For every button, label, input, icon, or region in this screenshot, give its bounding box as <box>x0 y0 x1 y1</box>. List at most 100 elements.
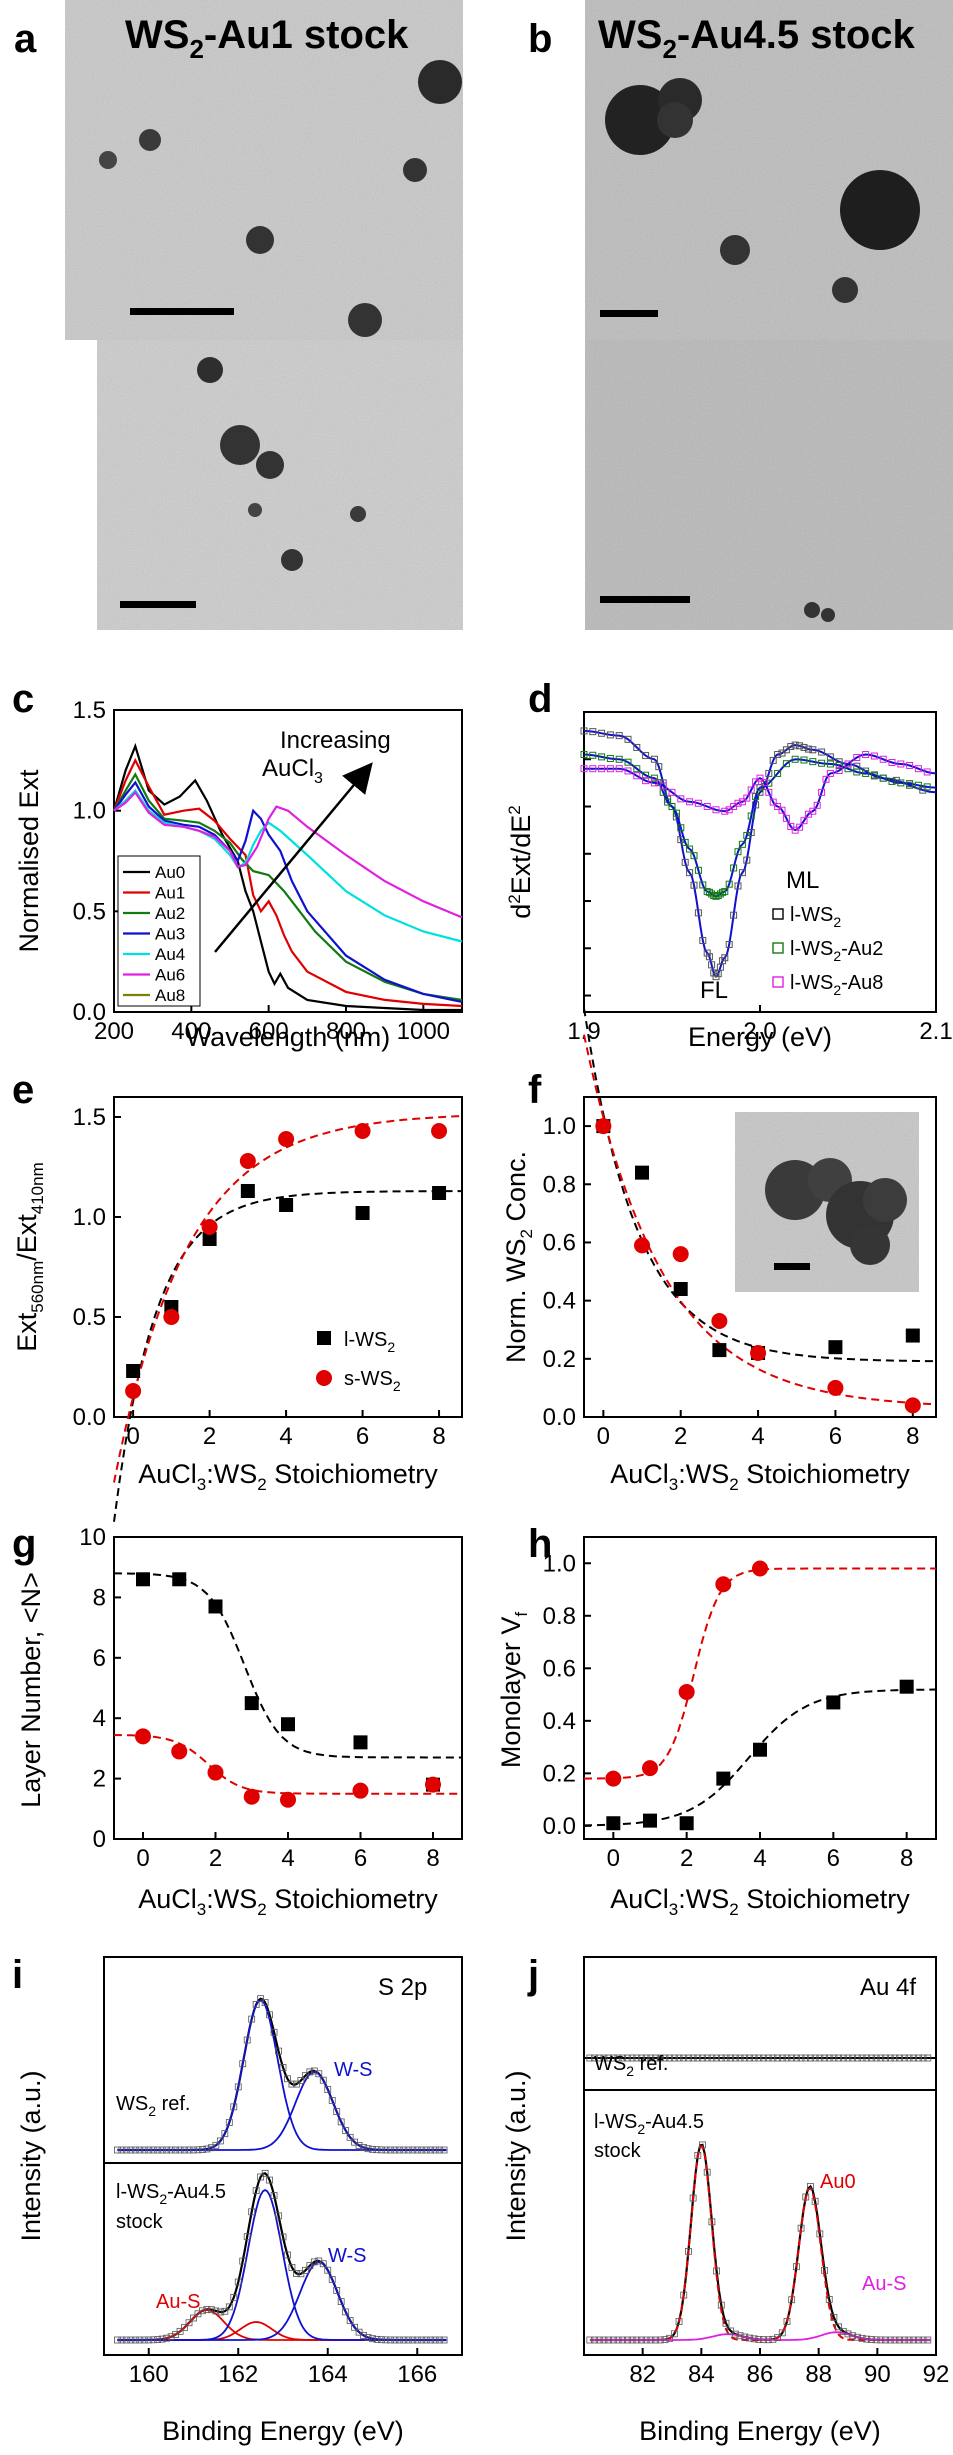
data-point-g-red <box>243 1788 260 1805</box>
data-point-j-bottom <box>717 2301 725 2309</box>
data-point-j-top <box>844 2054 852 2062</box>
data-point-i-bottom <box>190 2314 197 2322</box>
data-point-i-top <box>145 2146 153 2154</box>
data-point-j-bottom <box>591 2336 598 2344</box>
data-point-i-top <box>409 2146 417 2154</box>
data-point-i-bottom <box>216 2308 224 2316</box>
y-tick-label-e: 0.0 <box>73 1404 106 1431</box>
data-point-f-black <box>673 1282 688 1296</box>
x-axis-label-f: AuCl3:WS2 Stoichiometry <box>610 1459 910 1494</box>
data-point-f-black <box>635 1165 650 1180</box>
data-point-j-top <box>605 2054 613 2062</box>
data-point-d-3 <box>633 772 641 780</box>
data-point-i-bottom <box>427 2336 435 2344</box>
x-tick-label-i: 166 <box>397 2361 437 2388</box>
data-point-i-bottom <box>221 2307 229 2315</box>
x-tick-label-e: 4 <box>279 1423 292 1450</box>
data-point-i-top <box>391 2146 399 2154</box>
data-point-d-2 <box>791 755 799 763</box>
plot-frame-c <box>113 709 463 1013</box>
data-point-j-top <box>619 2054 627 2062</box>
data-point-j-bottom <box>839 2327 847 2335</box>
plot-area-f: 0 2 4 6 8 0.0 0.2 0.4 0.6 0.8 1.0 <box>543 1008 937 1450</box>
data-point-d-3 <box>769 798 777 806</box>
data-point-i-top <box>382 2146 390 2154</box>
y-tick-label-h: 0.8 <box>543 1603 576 1630</box>
legend-label-Au6: Au6 <box>155 966 185 985</box>
panel-letter-c: c <box>12 677 34 721</box>
data-point-d-2 <box>699 881 707 889</box>
data-point-d-2 <box>686 845 694 853</box>
data-point-i-top <box>163 2146 171 2154</box>
y-tick-label-f: 0.2 <box>543 1346 576 1373</box>
legend-label-d-3: l-WS2-Au8 <box>790 972 883 998</box>
data-point-j-top <box>769 2054 777 2062</box>
component-au0 <box>589 2145 931 2341</box>
scale-bar <box>600 596 690 603</box>
data-point-j-top <box>835 2054 843 2062</box>
data-point-i-top <box>333 2108 341 2115</box>
data-point-j-top <box>624 2054 631 2062</box>
label-fl: FL <box>700 977 728 1004</box>
data-point-d-2 <box>633 765 641 773</box>
data-point-i-bottom <box>261 2169 269 2177</box>
data-point-j-top <box>915 2054 922 2062</box>
data-point-e-red <box>354 1123 371 1139</box>
y-tick-label-f: 1.0 <box>543 1113 576 1140</box>
x-axis-label-d: Energy (eV) <box>688 1022 832 1052</box>
data-point-j-top <box>656 2054 664 2062</box>
data-point-i-top <box>373 2146 381 2154</box>
data-point-j-bottom <box>792 2263 800 2271</box>
x-tick-label-e: 6 <box>356 1423 369 1450</box>
data-point-j-bottom <box>807 2183 814 2190</box>
data-point-d-1 <box>743 856 751 864</box>
data-point-d-1 <box>725 940 733 948</box>
data-point-i-bottom <box>378 2336 385 2344</box>
data-point-d-2 <box>589 751 597 759</box>
data-point-j-bottom <box>760 2336 767 2344</box>
data-point-i-top <box>261 1999 269 2006</box>
data-point-d-2 <box>710 892 718 900</box>
legend-label-Au0: Au0 <box>155 863 185 882</box>
data-point-i-bottom <box>373 2335 381 2343</box>
data-point-j-bottom <box>886 2336 894 2344</box>
y-axis-label-c: Normalised Ext <box>14 769 44 953</box>
data-point-j-bottom <box>741 2333 749 2341</box>
scale-bar <box>774 1263 810 1270</box>
label-aus-i: Au-S <box>156 2291 200 2313</box>
data-point-j-bottom <box>750 2335 758 2343</box>
data-point-j-top <box>882 2054 889 2062</box>
y-tick-label-g: 6 <box>93 1645 106 1672</box>
data-point-j-bottom <box>853 2333 861 2341</box>
data-point-e-black <box>126 1364 141 1378</box>
x-tick-label-i: 164 <box>308 2361 348 2388</box>
data-point-f-red <box>711 1313 728 1329</box>
data-point-d-3 <box>686 798 694 806</box>
data-point-j-bottom <box>713 2267 720 2275</box>
panel-b: b WS2-Au4.5 stock <box>528 0 953 630</box>
data-point-f-red <box>595 1118 612 1135</box>
data-point-d-3 <box>888 759 896 767</box>
data-point-d-1 <box>730 911 738 919</box>
data-point-i-bottom <box>230 2293 238 2301</box>
data-point-i-top <box>431 2146 439 2154</box>
data-point-j-top <box>868 2054 875 2062</box>
data-point-d-1 <box>721 954 729 962</box>
data-point-d-3 <box>870 752 878 760</box>
data-point-j-bottom <box>774 2334 781 2342</box>
data-point-i-bottom <box>199 2307 206 2315</box>
data-point-i-bottom <box>324 2266 332 2274</box>
data-point-i-bottom <box>306 2262 314 2270</box>
data-point-h-red <box>642 1760 658 1777</box>
data-point-j-top <box>694 2054 702 2062</box>
plot-area-h: 0 2 4 6 8 0.0 0.2 0.4 0.6 0.8 1.0 <box>543 1550 937 1872</box>
data-point-i-bottom <box>337 2298 345 2305</box>
data-point-i-top <box>378 2146 385 2154</box>
plot-area-e: 0 2 4 6 8 0.0 0.5 1.0 1.5 <box>73 1104 463 1522</box>
data-point-d-2 <box>853 768 861 776</box>
data-point-i-bottom <box>270 2192 278 2199</box>
label-sample-j: l-WS2-Au4.5 <box>594 2111 704 2137</box>
data-point-i-top <box>324 2086 332 2093</box>
data-point-d-1 <box>708 961 716 969</box>
data-point-i-top <box>360 2144 367 2151</box>
